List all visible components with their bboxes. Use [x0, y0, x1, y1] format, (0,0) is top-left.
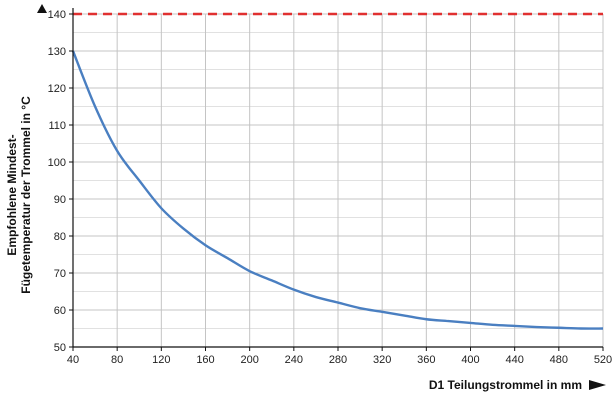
x-tick-label: 80 [111, 354, 123, 366]
x-tick-label: 520 [594, 354, 612, 366]
y-tick-label: 110 [48, 120, 66, 132]
y-axis-title-line-2: Fügetemperatur der Trommel in °C [19, 96, 33, 294]
y-tick-label: 50 [54, 342, 66, 354]
y-tick-label: 90 [54, 194, 66, 206]
x-axis-arrow-icon [589, 380, 606, 390]
grid [72, 13, 604, 348]
x-tick-label: 480 [550, 354, 568, 366]
axes [69, 8, 604, 351]
x-tick-label: 160 [196, 354, 214, 366]
series-group [71, 50, 604, 330]
y-tick-label: 140 [48, 9, 66, 21]
x-tick-label: 360 [417, 354, 435, 366]
y-axis-arrow-icon [37, 4, 47, 13]
x-tick-label: 400 [461, 354, 479, 366]
y-tick-label: 100 [48, 157, 66, 169]
y-tick-label: 120 [48, 83, 66, 95]
x-tick-label: 200 [240, 354, 258, 366]
x-tick-label: 280 [329, 354, 347, 366]
y-tick-label: 70 [54, 268, 66, 280]
y-axis-title-line-1: Empfohlene Mindest- [5, 134, 19, 255]
series-line [71, 50, 604, 330]
x-tick-label: 440 [505, 354, 523, 366]
y-tick-label: 130 [48, 46, 66, 58]
tick-labels: 50 60 70 80 90 100 110 120 130 140 40 80 120 160 200 24… [48, 9, 613, 366]
x-axis-title: D1 Teilungstrommel in mm [429, 378, 582, 392]
y-tick-label: 80 [54, 231, 66, 243]
y-tick-label: 60 [54, 305, 66, 317]
x-tick-label: 40 [67, 354, 79, 366]
x-tick-label: 120 [152, 354, 170, 366]
x-tick-label: 320 [373, 354, 391, 366]
x-tick-label: 240 [285, 354, 303, 366]
